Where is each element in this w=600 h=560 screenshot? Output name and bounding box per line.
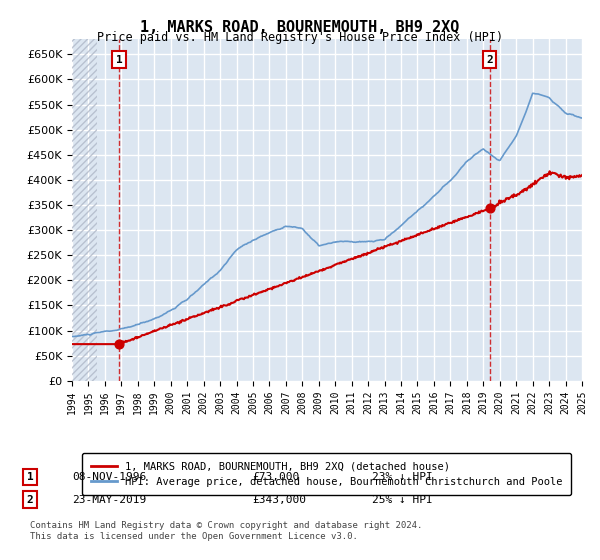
Text: £73,000: £73,000 bbox=[252, 472, 299, 482]
Legend: 1, MARKS ROAD, BOURNEMOUTH, BH9 2XQ (detached house), HPI: Average price, detach: 1, MARKS ROAD, BOURNEMOUTH, BH9 2XQ (det… bbox=[82, 453, 571, 495]
Text: Contains HM Land Registry data © Crown copyright and database right 2024.: Contains HM Land Registry data © Crown c… bbox=[30, 521, 422, 530]
Text: 23-MAY-2019: 23-MAY-2019 bbox=[72, 494, 146, 505]
Text: 25% ↓ HPI: 25% ↓ HPI bbox=[372, 494, 433, 505]
Point bbox=[114, 340, 124, 349]
Text: 1: 1 bbox=[26, 472, 34, 482]
Text: 23% ↓ HPI: 23% ↓ HPI bbox=[372, 472, 433, 482]
Point bbox=[485, 204, 494, 213]
Text: £343,000: £343,000 bbox=[252, 494, 306, 505]
Text: 2: 2 bbox=[487, 55, 493, 65]
Text: 1: 1 bbox=[116, 55, 122, 65]
Text: Price paid vs. HM Land Registry's House Price Index (HPI): Price paid vs. HM Land Registry's House … bbox=[97, 31, 503, 44]
Text: 08-NOV-1996: 08-NOV-1996 bbox=[72, 472, 146, 482]
Bar bbox=[72, 39, 97, 381]
Text: 2: 2 bbox=[26, 494, 34, 505]
Text: 1, MARKS ROAD, BOURNEMOUTH, BH9 2XQ: 1, MARKS ROAD, BOURNEMOUTH, BH9 2XQ bbox=[140, 20, 460, 35]
Text: This data is licensed under the Open Government Licence v3.0.: This data is licensed under the Open Gov… bbox=[30, 532, 358, 541]
